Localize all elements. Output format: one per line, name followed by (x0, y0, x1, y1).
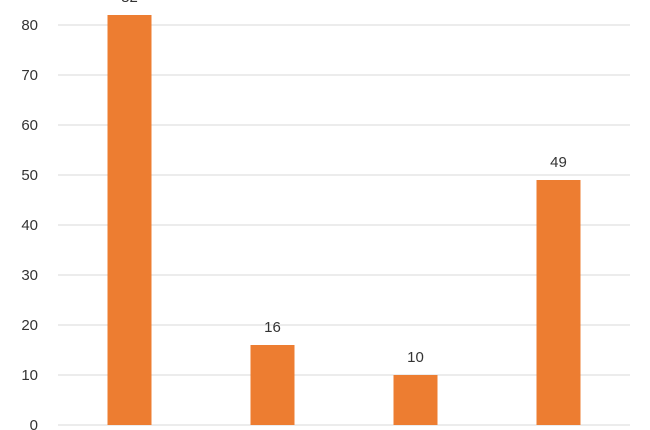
data-label-3: 10 (407, 349, 424, 366)
bar-2 (250, 345, 295, 425)
bar-3 (393, 375, 438, 425)
data-label-1: 82 (121, 0, 138, 6)
y-tick-label-70: 70 (21, 67, 38, 84)
y-tick-label-0: 0 (30, 417, 38, 430)
y-axis-tick-labels: 0 10 20 30 40 50 60 70 80 (21, 17, 38, 430)
y-tick-label-20: 20 (21, 317, 38, 334)
bars (107, 15, 581, 425)
y-tick-label-50: 50 (21, 167, 38, 184)
data-label-4: 49 (550, 154, 567, 171)
bar-4 (536, 180, 581, 425)
data-labels: 82 16 10 49 (121, 0, 567, 366)
data-label-2: 16 (264, 319, 281, 336)
y-tick-label-30: 30 (21, 267, 38, 284)
y-tick-label-10: 10 (21, 367, 38, 384)
y-tick-label-80: 80 (21, 17, 38, 34)
bar-1 (107, 15, 152, 425)
gridlines (58, 24, 630, 426)
y-tick-label-40: 40 (21, 217, 38, 234)
y-tick-label-60: 60 (21, 117, 38, 134)
